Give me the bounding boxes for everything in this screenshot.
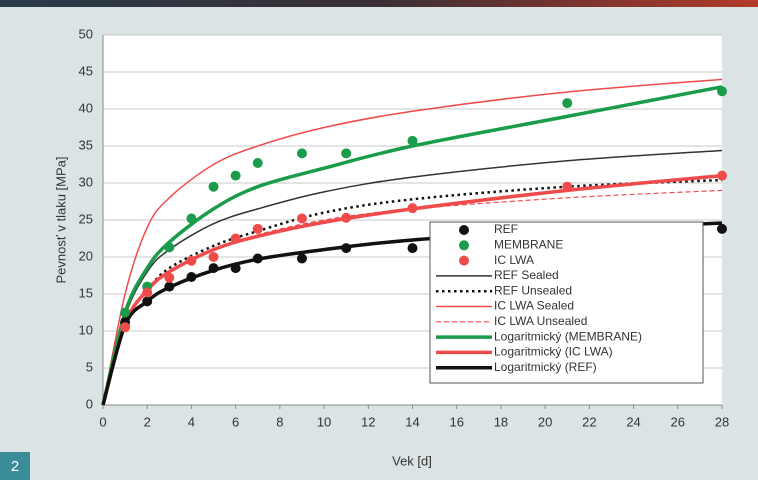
point bbox=[142, 288, 152, 298]
x-tick-label: 28 bbox=[715, 414, 729, 429]
x-tick-label: 10 bbox=[317, 414, 331, 429]
point bbox=[297, 253, 307, 263]
x-tick-label: 22 bbox=[582, 414, 596, 429]
y-tick-label: 15 bbox=[79, 285, 93, 300]
point bbox=[253, 158, 263, 168]
point bbox=[164, 273, 174, 283]
point bbox=[717, 224, 727, 234]
point bbox=[253, 224, 263, 234]
point bbox=[408, 136, 418, 146]
legend-marker bbox=[459, 240, 469, 250]
y-tick-label: 45 bbox=[79, 63, 93, 78]
point bbox=[341, 148, 351, 158]
x-tick-label: 18 bbox=[494, 414, 508, 429]
point bbox=[717, 171, 727, 181]
point bbox=[164, 282, 174, 292]
x-tick-label: 12 bbox=[361, 414, 375, 429]
y-tick-label: 35 bbox=[79, 137, 93, 152]
x-tick-label: 14 bbox=[405, 414, 419, 429]
point bbox=[297, 148, 307, 158]
point bbox=[120, 322, 130, 332]
x-tick-label: 0 bbox=[99, 414, 106, 429]
point bbox=[186, 272, 196, 282]
legend-label: IC LWA Sealed bbox=[494, 299, 574, 313]
legend-label: Logaritmický (IC LWA) bbox=[494, 345, 613, 359]
x-tick-label: 4 bbox=[188, 414, 195, 429]
legend-label: REF Sealed bbox=[494, 268, 559, 282]
legend-label: Logaritmický (MEMBRANE) bbox=[494, 329, 642, 343]
figure-number: 2 bbox=[11, 458, 19, 475]
point bbox=[120, 308, 130, 318]
point bbox=[209, 252, 219, 262]
point bbox=[209, 263, 219, 273]
point bbox=[717, 86, 727, 96]
x-tick-label: 2 bbox=[144, 414, 151, 429]
point bbox=[186, 256, 196, 266]
legend-label: Logaritmický (REF) bbox=[494, 360, 597, 374]
point bbox=[562, 98, 572, 108]
legend-label: IC LWA Unsealed bbox=[494, 314, 587, 328]
point bbox=[231, 234, 241, 244]
x-tick-label: 8 bbox=[276, 414, 283, 429]
point bbox=[164, 242, 174, 252]
y-tick-label: 50 bbox=[79, 26, 93, 41]
point bbox=[253, 253, 263, 263]
legend-marker bbox=[459, 225, 469, 235]
point bbox=[231, 263, 241, 273]
legend-label: IC LWA bbox=[494, 253, 534, 267]
top-band bbox=[0, 0, 758, 7]
point bbox=[408, 243, 418, 253]
point bbox=[562, 182, 572, 192]
point bbox=[341, 213, 351, 223]
point bbox=[231, 171, 241, 181]
legend-marker bbox=[459, 256, 469, 266]
y-tick-label: 20 bbox=[79, 248, 93, 263]
chart: 0510152025303540455002468101214161820222… bbox=[0, 0, 758, 480]
x-tick-label: 24 bbox=[626, 414, 640, 429]
point bbox=[186, 214, 196, 224]
point bbox=[209, 182, 219, 192]
x-tick-label: 16 bbox=[449, 414, 463, 429]
y-tick-label: 10 bbox=[79, 322, 93, 337]
legend-label: REF Unsealed bbox=[494, 283, 572, 297]
y-tick-label: 40 bbox=[79, 100, 93, 115]
legend-label: REF bbox=[494, 222, 518, 236]
point bbox=[142, 296, 152, 306]
y-tick-label: 0 bbox=[86, 396, 93, 411]
page: {"figure_number": "2", "chart_data": {"t… bbox=[0, 0, 758, 480]
x-axis-label: Vek [d] bbox=[392, 453, 432, 468]
legend-label: MEMBRANE bbox=[494, 237, 563, 251]
y-tick-label: 5 bbox=[86, 359, 93, 374]
point bbox=[408, 203, 418, 213]
x-tick-label: 6 bbox=[232, 414, 239, 429]
y-axis-label: Pevnosť v tlaku [MPa] bbox=[53, 157, 68, 284]
x-tick-label: 20 bbox=[538, 414, 552, 429]
x-tick-label: 26 bbox=[671, 414, 685, 429]
y-tick-label: 30 bbox=[79, 174, 93, 189]
point bbox=[341, 243, 351, 253]
point bbox=[297, 214, 307, 224]
y-tick-label: 25 bbox=[79, 211, 93, 226]
